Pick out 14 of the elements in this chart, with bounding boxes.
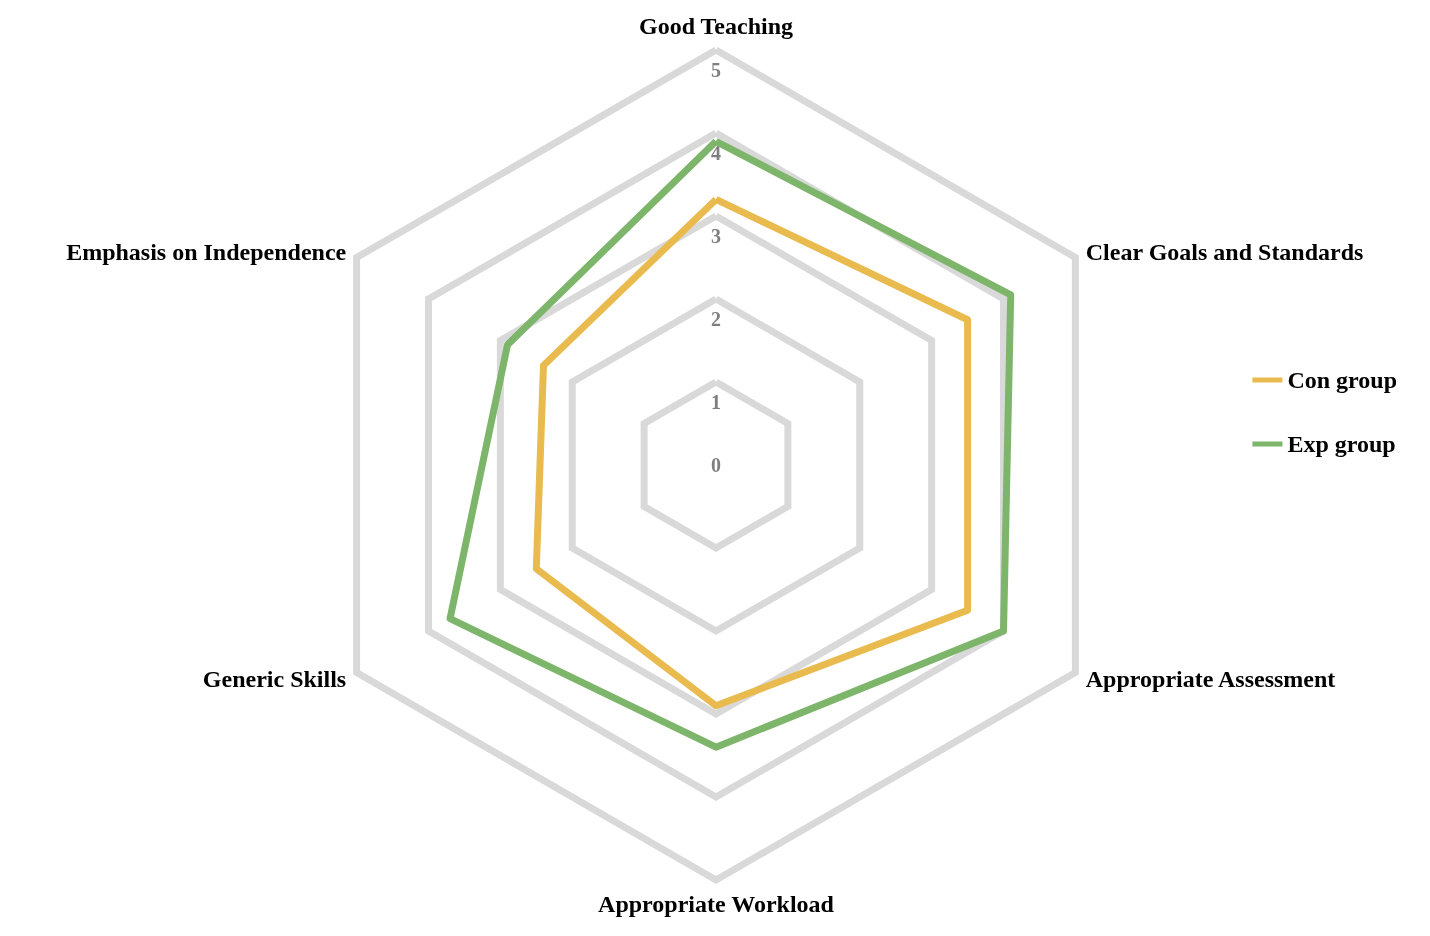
legend-label: Exp group — [1287, 431, 1396, 457]
y-tick-label: 4 — [711, 142, 721, 164]
legend-label: Con group — [1287, 367, 1397, 393]
spoke-label: Appropriate Workload — [598, 891, 835, 917]
spoke-label: Emphasis on Independence — [66, 238, 347, 265]
y-tick-label: 0 — [711, 454, 721, 476]
y-tick-label: 1 — [711, 391, 721, 413]
y-tick-label: 2 — [711, 308, 721, 330]
spoke-label: Appropriate Assessment — [1085, 665, 1336, 692]
y-tick-label: 3 — [711, 225, 721, 247]
spoke-label: Clear Goals and Standards — [1085, 238, 1364, 265]
y-tick-label: 5 — [711, 59, 721, 81]
spoke-label: Generic Skills — [202, 665, 347, 692]
spoke-label: Good Teaching — [638, 13, 794, 39]
